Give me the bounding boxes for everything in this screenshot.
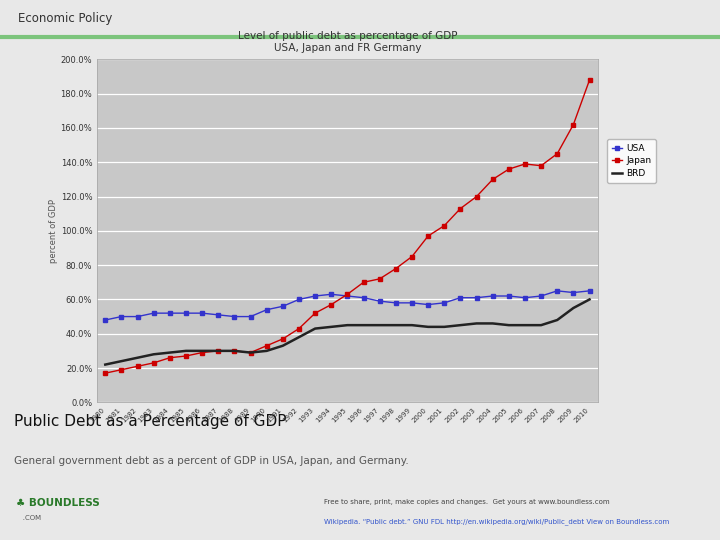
- Text: Public Debt as a Percentage of GDP: Public Debt as a Percentage of GDP: [14, 414, 287, 429]
- Y-axis label: percent of GDP: percent of GDP: [49, 199, 58, 263]
- Legend: USA, Japan, BRD: USA, Japan, BRD: [607, 139, 656, 183]
- Text: Free to share, print, make copies and changes.  Get yours at www.boundless.com: Free to share, print, make copies and ch…: [324, 498, 610, 504]
- Text: General government debt as a percent of GDP in USA, Japan, and Germany.: General government debt as a percent of …: [14, 456, 409, 466]
- Title: Level of public debt as percentage of GDP
USA, Japan and FR Germany: Level of public debt as percentage of GD…: [238, 31, 457, 53]
- Text: .COM: .COM: [16, 516, 41, 522]
- Text: Wikipedia. “Public debt.” GNU FDL http://en.wikipedia.org/wiki/Public_debt View : Wikipedia. “Public debt.” GNU FDL http:/…: [324, 518, 670, 525]
- Text: ♣ BOUNDLESS: ♣ BOUNDLESS: [16, 498, 99, 508]
- Text: Economic Policy: Economic Policy: [18, 12, 112, 25]
